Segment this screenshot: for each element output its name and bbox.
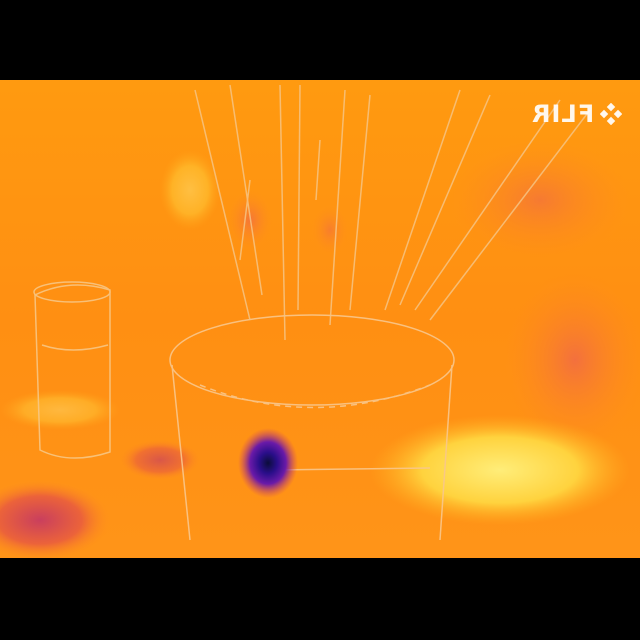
flir-logo-icon (600, 103, 622, 125)
flir-brand-overlay: FLIR (531, 100, 622, 128)
plant-stems (194, 84, 591, 341)
brand-text: FLIR (530, 100, 594, 128)
espresso-can (33, 281, 111, 459)
thermal-image (0, 80, 640, 558)
